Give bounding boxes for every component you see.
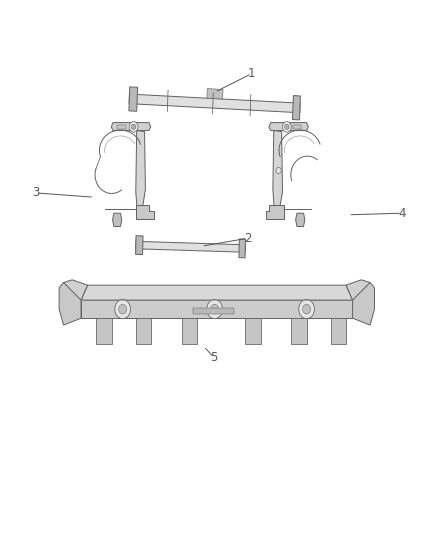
Polygon shape [136, 205, 154, 219]
Text: 4: 4 [398, 207, 406, 220]
FancyBboxPatch shape [293, 125, 301, 129]
Polygon shape [291, 318, 307, 344]
Polygon shape [296, 213, 305, 227]
Polygon shape [331, 318, 346, 344]
Circle shape [119, 304, 127, 314]
Polygon shape [113, 213, 122, 227]
Circle shape [303, 304, 311, 314]
Polygon shape [353, 282, 374, 325]
Polygon shape [269, 123, 308, 131]
Text: 2: 2 [244, 232, 251, 245]
Polygon shape [81, 300, 353, 318]
Polygon shape [64, 280, 88, 306]
Circle shape [115, 300, 131, 319]
Polygon shape [129, 87, 138, 111]
Polygon shape [111, 123, 151, 131]
Text: 3: 3 [32, 187, 39, 199]
Polygon shape [273, 131, 283, 209]
Text: 1: 1 [248, 67, 256, 80]
Circle shape [285, 124, 289, 130]
Circle shape [207, 300, 223, 319]
Polygon shape [59, 282, 81, 325]
Polygon shape [346, 280, 370, 306]
Polygon shape [293, 95, 300, 120]
Polygon shape [136, 318, 151, 344]
Text: 5: 5 [210, 351, 217, 364]
Circle shape [276, 167, 281, 174]
Circle shape [129, 122, 138, 132]
Polygon shape [266, 205, 284, 219]
Circle shape [131, 124, 136, 130]
Polygon shape [129, 94, 300, 112]
Polygon shape [245, 318, 261, 344]
Polygon shape [136, 241, 245, 252]
FancyBboxPatch shape [193, 308, 234, 314]
FancyBboxPatch shape [117, 125, 126, 129]
Polygon shape [81, 285, 353, 300]
Polygon shape [136, 236, 143, 255]
Polygon shape [182, 318, 197, 344]
Polygon shape [96, 318, 112, 344]
Polygon shape [239, 239, 245, 258]
Circle shape [283, 122, 291, 132]
Polygon shape [207, 88, 223, 99]
Circle shape [299, 300, 314, 319]
Circle shape [211, 304, 219, 314]
Polygon shape [136, 131, 145, 209]
